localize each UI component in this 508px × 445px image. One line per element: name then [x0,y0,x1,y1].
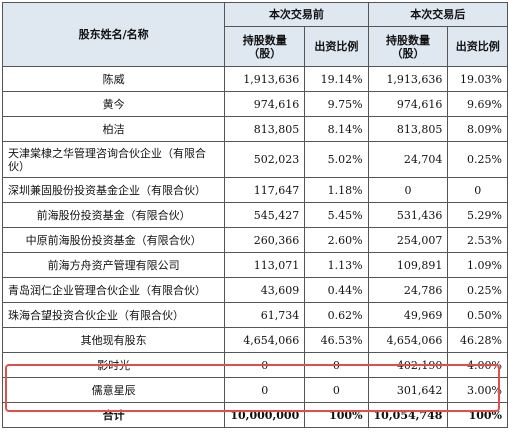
shareholder-table-wrapper: 股东姓名/名称 本次交易前 本次交易后 持股数量（股） 出资比例 持股数量（股）… [1,2,508,428]
after-ratio: 2.53% [447,227,508,253]
table-row: 黄今 974,616 9.75% 974,616 9.69% [1,91,508,117]
header-after-shares: 持股数量（股） [367,26,449,67]
before-ratio: 5.45% [304,202,369,228]
before-ratio: 9.75% [304,91,369,117]
shareholder-name: 柏洁 [1,116,226,142]
shareholder-name: 黄今 [1,91,226,117]
after-ratio: 0.50% [447,302,508,328]
before-ratio: 0 [304,352,369,378]
before-shares: 113,071 [224,252,306,278]
before-ratio: 5.02% [304,141,369,178]
before-shares: 974,616 [224,91,306,117]
table-row: 珠海合望投资合伙企业（有限合伙） 61,734 0.62% 49,969 0.5… [1,302,508,328]
total-label: 合计 [1,402,226,428]
table-row: 深圳兼固股份投资基金企业（有限合伙） 117,647 1.18% 0 0 [1,177,508,203]
before-shares: 61,734 [224,302,306,328]
before-shares: 545,427 [224,202,306,228]
total-before-shares: 10,000,000 [224,402,306,428]
after-ratio: 1.09% [447,252,508,278]
before-ratio: 46.53% [304,327,369,353]
before-ratio: 0 [304,377,369,403]
table-row: 天津棠棣之华管理咨询合伙企业（有限合伙） 502,023 5.02% 24,70… [1,141,508,178]
after-shares: 1,913,636 [367,66,449,92]
after-ratio: 3.00% [447,377,508,403]
after-ratio: 0 [447,177,508,203]
after-shares: 24,786 [367,277,449,303]
total-after-ratio: 100% [447,402,508,428]
table-row: 青岛润仁企业管理合伙企业（有限合伙） 43,609 0.44% 24,786 0… [1,277,508,303]
table-row-highlighted: 影时光 0 0 402,190 4.00% [1,352,508,378]
before-shares: 502,023 [224,141,306,178]
header-before-ratio: 出资比例 [304,26,369,67]
before-shares: 260,366 [224,227,306,253]
after-ratio: 9.69% [447,91,508,117]
after-shares: 49,969 [367,302,449,328]
after-ratio: 5.29% [447,202,508,228]
header-after-ratio: 出资比例 [447,26,508,67]
before-shares: 813,805 [224,116,306,142]
after-shares: 531,436 [367,202,449,228]
after-ratio: 46.28% [447,327,508,353]
table-row: 前海股份投资基金（有限合伙） 545,427 5.45% 531,436 5.2… [1,202,508,228]
table-row-highlighted: 儒意星辰 0 0 301,642 3.00% [1,377,508,403]
total-after-shares: 10,054,748 [367,402,449,428]
shareholder-name: 其他现有股东 [1,327,226,353]
after-shares: 4,654,066 [367,327,449,353]
header-after-transaction: 本次交易后 [367,2,508,27]
before-ratio: 1.13% [304,252,369,278]
after-ratio: 4.00% [447,352,508,378]
shareholder-table: 股东姓名/名称 本次交易前 本次交易后 持股数量（股） 出资比例 持股数量（股）… [1,2,508,428]
table-total-row: 合计 10,000,000 100% 10,054,748 100% [1,402,508,428]
shareholder-name: 珠海合望投资合伙企业（有限合伙） [1,302,226,328]
after-shares: 24,704 [367,141,449,178]
shareholder-name: 前海方舟资产管理有限公司 [1,252,226,278]
after-shares: 0 [367,177,449,203]
after-shares: 402,190 [367,352,449,378]
header-before-transaction: 本次交易前 [224,2,369,27]
after-shares: 813,805 [367,116,449,142]
before-ratio: 1.18% [304,177,369,203]
after-shares: 974,616 [367,91,449,117]
shareholder-name: 陈威 [1,66,226,92]
before-ratio: 19.14% [304,66,369,92]
before-shares: 117,647 [224,177,306,203]
shareholder-name: 儒意星辰 [1,377,226,403]
after-shares: 254,007 [367,227,449,253]
before-ratio: 8.14% [304,116,369,142]
table-row: 其他现有股东 4,654,066 46.53% 4,654,066 46.28% [1,327,508,353]
shareholder-name: 影时光 [1,352,226,378]
before-shares: 0 [224,352,306,378]
shareholder-name: 中原前海股份投资基金（有限合伙） [1,227,226,253]
after-ratio: 0.25% [447,141,508,178]
before-shares: 43,609 [224,277,306,303]
header-shareholder-name: 股东姓名/名称 [1,2,226,67]
after-ratio: 19.03% [447,66,508,92]
before-ratio: 2.60% [304,227,369,253]
table-row: 中原前海股份投资基金（有限合伙） 260,366 2.60% 254,007 2… [1,227,508,253]
after-shares: 109,891 [367,252,449,278]
shareholder-name: 青岛润仁企业管理合伙企业（有限合伙） [1,277,226,303]
table-row: 陈威 1,913,636 19.14% 1,913,636 19.03% [1,66,508,92]
before-shares: 1,913,636 [224,66,306,92]
after-shares: 301,642 [367,377,449,403]
after-ratio: 0.25% [447,277,508,303]
shareholder-name: 深圳兼固股份投资基金企业（有限合伙） [1,177,226,203]
table-row: 柏洁 813,805 8.14% 813,805 8.09% [1,116,508,142]
before-shares: 4,654,066 [224,327,306,353]
header-before-shares: 持股数量（股） [224,26,306,67]
after-ratio: 8.09% [447,116,508,142]
before-ratio: 0.44% [304,277,369,303]
table-row: 前海方舟资产管理有限公司 113,071 1.13% 109,891 1.09% [1,252,508,278]
total-before-ratio: 100% [304,402,369,428]
before-shares: 0 [224,377,306,403]
shareholder-name: 天津棠棣之华管理咨询合伙企业（有限合伙） [1,141,226,178]
shareholder-name: 前海股份投资基金（有限合伙） [1,202,226,228]
before-ratio: 0.62% [304,302,369,328]
